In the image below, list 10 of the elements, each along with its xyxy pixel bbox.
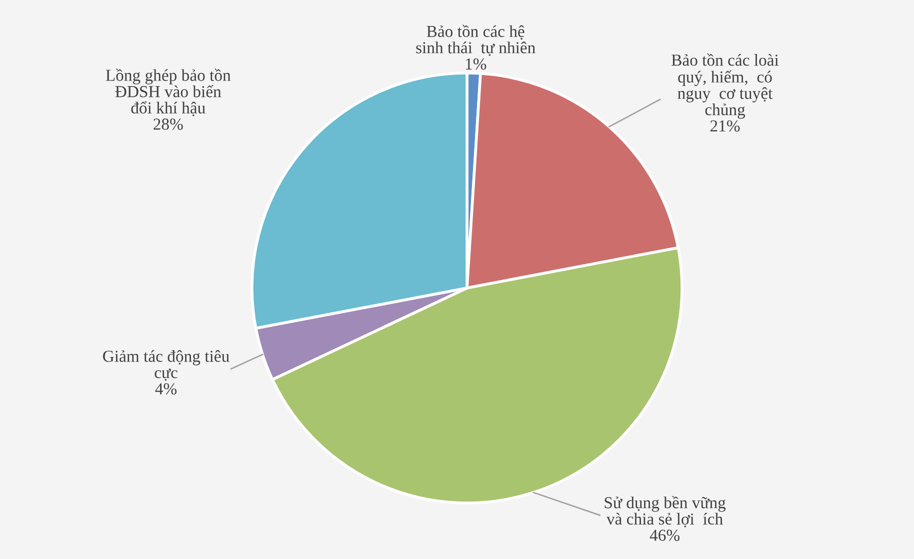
slice-label: Lồng ghép bảo tồn ĐDSH vào biến đổi khí hậu xyxy=(106,68,231,116)
slice-label: Sử dụng bền vững và chia sẻ lợi ích xyxy=(604,496,726,528)
data-label: 21% xyxy=(710,120,740,132)
data-label: 28% xyxy=(154,118,183,130)
data-label: 1% xyxy=(466,58,486,70)
slice-label: Giảm tác động tiêu cực xyxy=(103,350,230,381)
data-label: 46% xyxy=(650,530,680,541)
data-label: 4% xyxy=(155,383,177,395)
slice-label: Bảo tồn các hệ sinh thái tự nhiên xyxy=(416,24,536,56)
slice-label: Bảo tồn các loài quý, hiếm, có nguy cơ tuyệt chủng xyxy=(672,54,779,119)
